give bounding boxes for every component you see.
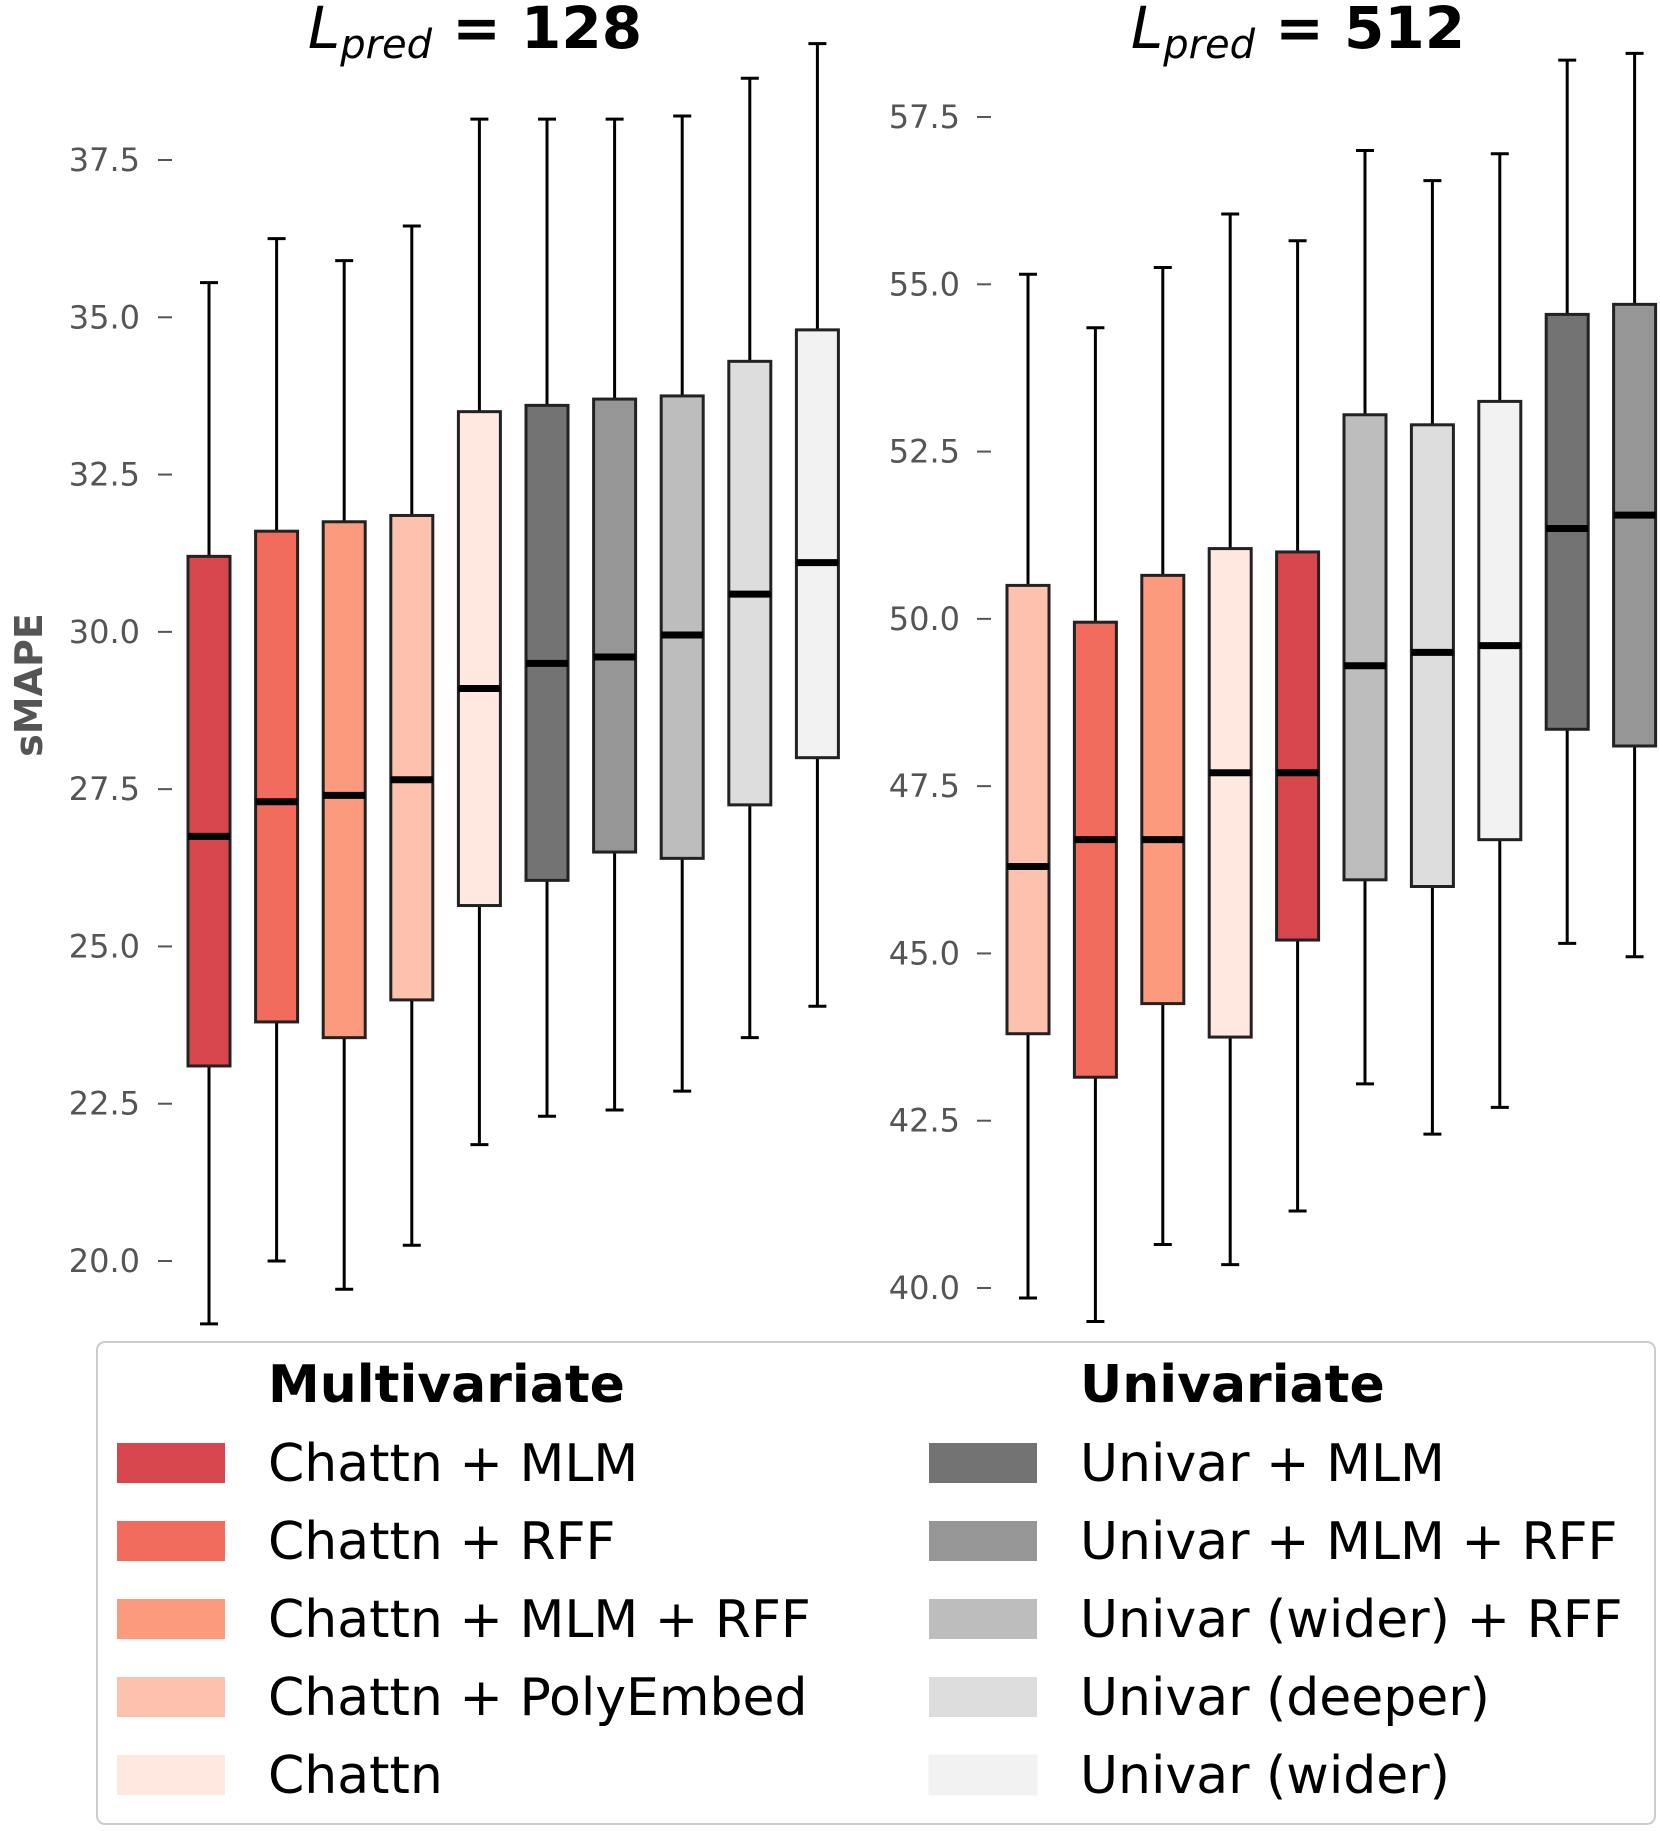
box-iqr — [659, 394, 705, 860]
y-tick-label: 50.0 — [889, 600, 960, 638]
box-chattn-rff — [254, 237, 300, 1263]
panel-2-title-suffix: = 512 — [1255, 0, 1465, 62]
y-tick-label: 25.0 — [69, 927, 140, 965]
box-iqr — [1072, 620, 1118, 1079]
box-iqr — [1005, 583, 1051, 1036]
legend-swatch — [117, 1677, 225, 1717]
legend-label: Chattn + MLM — [268, 1434, 638, 1494]
legend-swatch — [929, 1521, 1037, 1561]
legend-label: Chattn + PolyEmbed — [268, 1668, 808, 1728]
box-iqr — [794, 328, 840, 760]
box-iqr — [1477, 399, 1523, 842]
legend-label: Chattn — [268, 1746, 443, 1806]
panel-2-title-prefix: L — [1131, 0, 1163, 62]
box-univar-wider-rff — [659, 114, 705, 1093]
box-iqr — [254, 529, 300, 1024]
box-chattn-polyembed — [389, 224, 435, 1247]
box-iqr — [456, 410, 502, 908]
y-tick-label: 47.5 — [889, 767, 960, 805]
panel-1-title-sub: pred — [339, 22, 432, 68]
panel-1-boxes — [186, 42, 840, 1326]
box-chattn — [1207, 212, 1253, 1267]
panel-1-title-prefix: L — [308, 0, 340, 62]
legend-label: Chattn + RFF — [268, 1512, 615, 1572]
panel-2-y-ticks: 40.0 42.5 45.0 47.5 50.0 52.5 55.0 57.5 — [889, 98, 991, 1307]
box-iqr — [389, 513, 435, 1002]
legend-label: Univar (deeper) — [1080, 1668, 1490, 1728]
y-tick-label: 37.5 — [69, 141, 140, 179]
panel-2-boxes — [1005, 51, 1658, 1323]
legend-label: Univar + MLM — [1080, 1434, 1445, 1494]
box-chattn-rff — [1072, 326, 1118, 1323]
y-tick-label: 57.5 — [889, 98, 960, 136]
y-tick-label: 30.0 — [69, 613, 140, 651]
legend-swatch — [117, 1599, 225, 1639]
box-chattn-mlm-rff — [1140, 266, 1186, 1247]
box-univar-wider — [794, 42, 840, 1008]
legend-swatch — [929, 1443, 1037, 1483]
legend-label: Univar (wider) — [1080, 1746, 1450, 1806]
box-iqr — [1207, 547, 1253, 1039]
box-iqr — [1612, 302, 1658, 748]
y-tick-label: 22.5 — [69, 1085, 140, 1123]
legend-swatch — [928, 1754, 1038, 1796]
y-tick-label: 32.5 — [69, 456, 140, 494]
y-tick-label: 45.0 — [889, 934, 960, 972]
y-tick-label: 27.5 — [69, 770, 140, 808]
box-iqr — [1544, 312, 1590, 731]
y-tick-label: 42.5 — [889, 1102, 960, 1140]
panel-2-title-sub: pred — [1162, 22, 1255, 68]
box-iqr — [592, 397, 638, 854]
box-chattn-polyembed — [1005, 272, 1051, 1300]
box-iqr — [1140, 573, 1186, 1006]
box-univar-mlm — [524, 117, 570, 1118]
box-univar-mlm-rff — [592, 117, 638, 1112]
legend-label: Univar + MLM + RFF — [1080, 1512, 1617, 1572]
legend-label: Chattn + MLM + RFF — [268, 1590, 811, 1650]
box-iqr — [1275, 550, 1321, 942]
legend-heading-multivariate: Multivariate — [268, 1355, 625, 1415]
box-iqr — [1342, 413, 1388, 882]
panel-lpred-128: 20.0 22.5 25.0 27.5 30.0 32.5 35.0 37.5 — [69, 42, 840, 1326]
box-univar-mlm — [1544, 58, 1590, 945]
box-chattn-mlm — [186, 281, 232, 1326]
legend-frame — [96, 1341, 1656, 1825]
legend: Multivariate Univariate Chattn + MLMChat… — [96, 1341, 1656, 1825]
y-tick-label: 40.0 — [889, 1269, 960, 1307]
box-univar-deeper — [727, 76, 773, 1040]
panel-1-title: Lpred = 128 — [308, 0, 642, 68]
y-tick-label: 35.0 — [69, 298, 140, 336]
box-univar-wider — [1477, 152, 1523, 1109]
legend-swatch — [117, 1443, 225, 1483]
box-univar-deeper — [1409, 179, 1455, 1136]
box-iqr — [186, 554, 232, 1068]
y-tick-label: 20.0 — [69, 1242, 140, 1280]
y-tick-label: 52.5 — [889, 433, 960, 471]
legend-heading-univariate: Univariate — [1080, 1355, 1385, 1415]
panel-lpred-512: 40.0 42.5 45.0 47.5 50.0 52.5 55.0 57.5 — [889, 51, 1658, 1323]
box-iqr — [321, 520, 367, 1040]
box-univar-mlm-rff — [1612, 51, 1658, 959]
box-chattn-mlm — [1275, 239, 1321, 1213]
box-iqr — [524, 403, 570, 882]
box-chattn-mlm-rff — [321, 259, 367, 1291]
panel-1-y-ticks: 20.0 22.5 25.0 27.5 30.0 32.5 35.0 37.5 — [69, 141, 172, 1280]
legend-swatch — [117, 1521, 225, 1561]
legend-swatch — [117, 1755, 225, 1795]
legend-swatch — [929, 1599, 1037, 1639]
box-univar-wider-rff — [1342, 148, 1388, 1086]
panel-2-title: Lpred = 512 — [1131, 0, 1465, 68]
y-tick-label: 55.0 — [889, 265, 960, 303]
box-iqr — [727, 359, 773, 807]
legend-swatch — [929, 1677, 1037, 1717]
panel-1-title-suffix: = 128 — [432, 0, 642, 62]
box-chattn — [456, 117, 502, 1147]
legend-items: Chattn + MLM Chattn + RFF Chattn + MLM + R… — [117, 1434, 1623, 1806]
y-axis-label: sMAPE — [7, 613, 51, 757]
legend-label: Univar (wider) + RFF — [1080, 1590, 1623, 1650]
